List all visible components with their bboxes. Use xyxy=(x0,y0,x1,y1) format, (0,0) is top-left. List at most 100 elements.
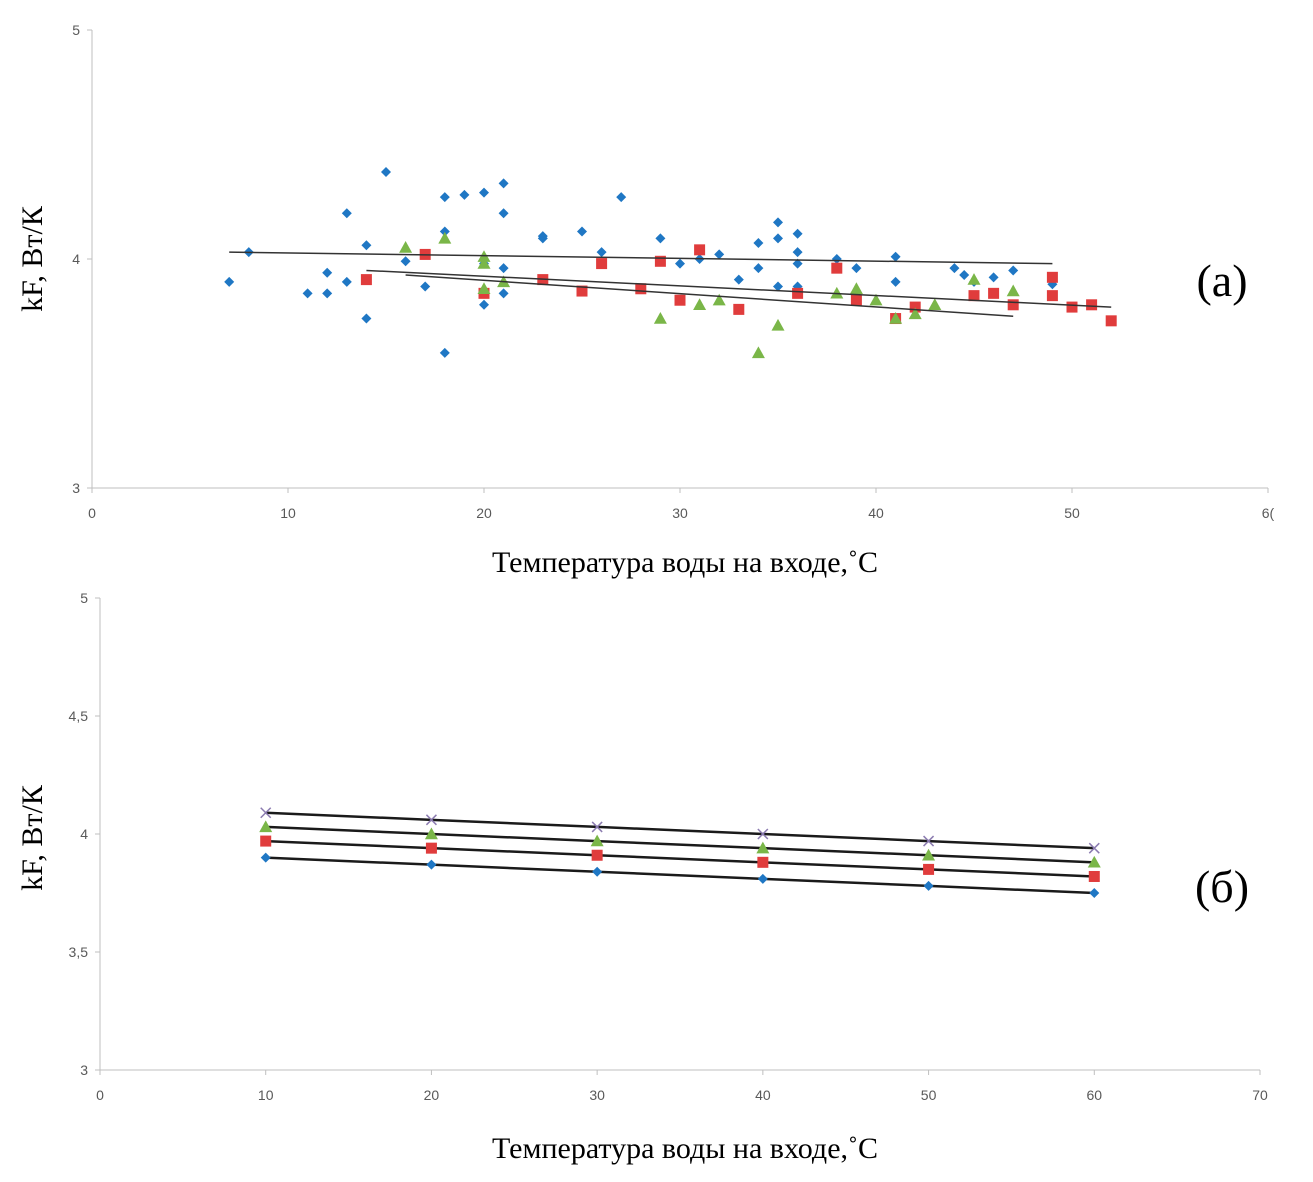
series-2-point xyxy=(635,283,647,295)
series-2-point xyxy=(654,255,666,267)
x-tick-label: 60 xyxy=(1086,1087,1102,1103)
series-3-point xyxy=(438,231,452,244)
series-1-point xyxy=(792,247,803,258)
series-2-point xyxy=(733,303,745,315)
series-1-point xyxy=(498,178,509,189)
series-4-point-stroke-2 xyxy=(1088,842,1100,854)
series-1-point xyxy=(773,233,783,244)
series-1-point xyxy=(322,267,333,278)
series-1-point xyxy=(1008,265,1019,276)
series-1-point xyxy=(792,258,803,269)
series-3-point xyxy=(849,282,863,294)
x-tick-label: 30 xyxy=(589,1087,605,1103)
series-3-point xyxy=(967,273,981,285)
y-axis-title: kF, Вт/К xyxy=(16,205,49,312)
x-tick-label: 20 xyxy=(476,505,492,521)
series-3-point xyxy=(751,346,765,359)
series-2-point xyxy=(576,285,588,297)
y-axis-title: kF, Вт/К xyxy=(16,784,49,891)
series-1-point xyxy=(322,288,333,299)
series-1-point xyxy=(714,249,725,260)
series-1-point xyxy=(224,276,235,287)
series-3-point xyxy=(1006,284,1020,297)
series-1-point xyxy=(988,272,999,283)
series-1-point xyxy=(949,263,960,274)
series-1-point xyxy=(753,263,764,274)
series-1-point xyxy=(592,866,603,877)
series-1-point xyxy=(498,263,509,274)
series-1-point xyxy=(439,192,450,203)
x-tick-label: 0 xyxy=(96,1087,104,1103)
series-3-point xyxy=(1087,855,1101,868)
series-2-point xyxy=(1066,301,1078,313)
series-2-point xyxy=(923,863,935,875)
series-1-point xyxy=(753,237,764,248)
series-1-point xyxy=(1089,888,1100,898)
series-3-point xyxy=(259,820,273,833)
series-3-point xyxy=(712,293,726,306)
trendline xyxy=(366,269,1112,308)
series-4-point-stroke-2 xyxy=(260,807,272,819)
series-1-point xyxy=(890,276,901,287)
series-1-point xyxy=(439,347,450,358)
series-2-point xyxy=(425,842,437,854)
y-tick-label: 3 xyxy=(80,1062,88,1078)
series-1-point xyxy=(773,281,783,292)
series-1-point xyxy=(757,873,768,884)
series-1-point xyxy=(675,258,685,269)
series-1-point xyxy=(923,880,934,891)
series-1-point xyxy=(851,263,862,274)
series-1-point xyxy=(361,240,372,251)
series-3-point xyxy=(869,293,883,306)
x-tick-label: 0 xyxy=(88,505,96,521)
series-1-point xyxy=(498,288,509,299)
series-4-point-stroke-2 xyxy=(757,828,769,840)
series-3-point xyxy=(922,848,936,861)
y-tick-label: 3,5 xyxy=(69,944,89,960)
y-tick-label: 4 xyxy=(80,826,88,842)
series-2-point xyxy=(1088,870,1100,882)
trendline xyxy=(405,274,1014,317)
y-tick-label: 4 xyxy=(72,251,80,267)
series-1-point xyxy=(616,192,627,203)
series-2-point xyxy=(1046,271,1058,283)
x-tick-label: 30 xyxy=(672,505,688,521)
series-1-point xyxy=(596,247,607,258)
x-tick-label: 70 xyxy=(1252,1087,1268,1103)
y-tick-label: 5 xyxy=(80,590,88,606)
x-axis-title: Температура воды на входе,˚С xyxy=(492,546,878,579)
series-1-point xyxy=(260,852,271,863)
x-tick-label: 10 xyxy=(280,505,296,521)
series-3-point xyxy=(830,286,844,299)
x-tick-label: 6( xyxy=(1262,505,1275,521)
series-1-point xyxy=(498,208,509,219)
series-3-point xyxy=(477,257,491,269)
series-4-point-stroke-2 xyxy=(923,835,935,847)
series-1-point xyxy=(302,288,313,299)
series-2-point xyxy=(850,294,862,306)
series-2-point xyxy=(909,301,921,313)
series-1-point xyxy=(655,233,666,244)
series-3-point xyxy=(477,282,491,294)
x-tick-label: 20 xyxy=(424,1087,440,1103)
series-1-point xyxy=(733,274,744,285)
series-2-point xyxy=(792,287,804,299)
series-2-point xyxy=(831,262,843,274)
series-1-point xyxy=(381,166,391,177)
series-2-point xyxy=(988,287,1000,299)
series-4-point-stroke-2 xyxy=(425,814,437,826)
series-3-point xyxy=(771,318,785,331)
series-1-point xyxy=(831,254,842,264)
trendline xyxy=(229,251,1053,265)
series-3-point xyxy=(590,834,604,847)
x-tick-label: 40 xyxy=(755,1087,771,1103)
series-1-point xyxy=(439,226,450,237)
series-1-point xyxy=(537,231,548,242)
series-1-point xyxy=(792,228,803,239)
series-4-point xyxy=(1088,842,1100,854)
y-tick-label: 3 xyxy=(72,480,80,496)
x-tick-label: 50 xyxy=(921,1087,937,1103)
